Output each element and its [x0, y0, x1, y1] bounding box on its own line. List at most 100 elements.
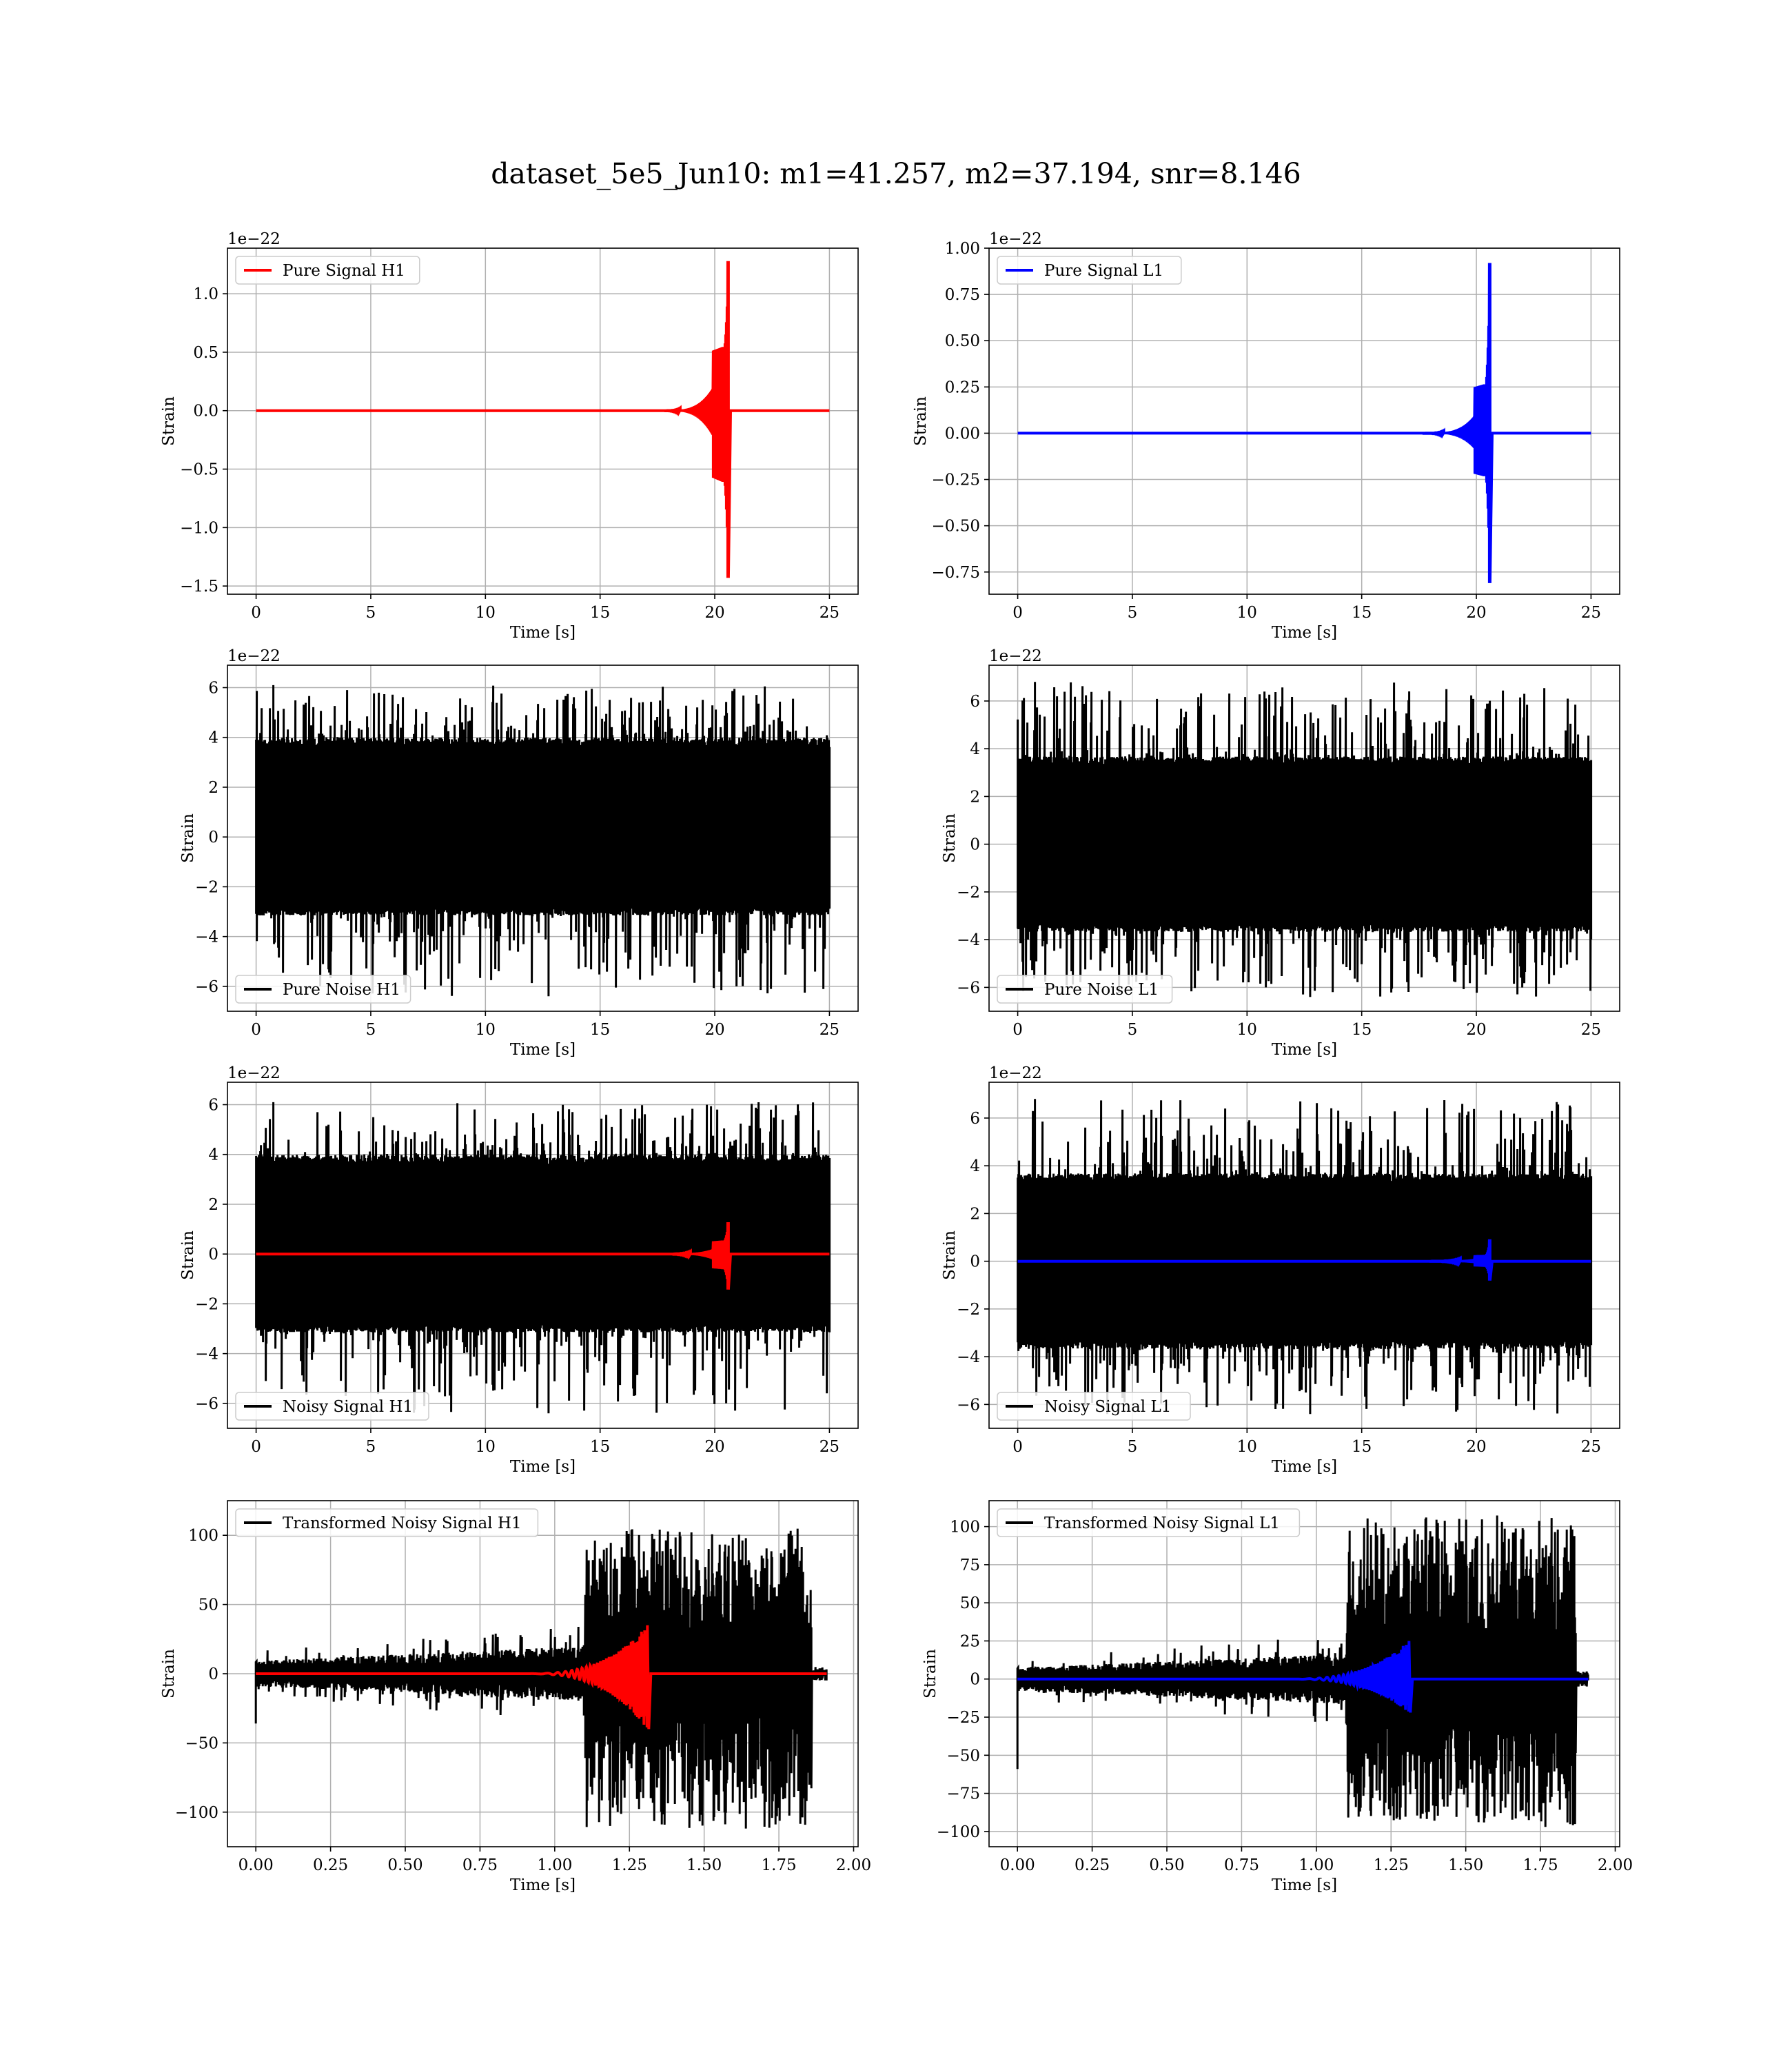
- y-tick-label: −1.0: [180, 519, 218, 537]
- y-tick-label: 2: [208, 1196, 218, 1214]
- x-tick-label: 5: [366, 604, 376, 622]
- y-tick-label: −2: [957, 884, 980, 902]
- series-line: [1016, 1515, 1589, 1827]
- x-tick-label: 25: [1581, 604, 1601, 622]
- x-tick-label: 0: [1012, 1438, 1023, 1456]
- axes-frame: [227, 1082, 859, 1429]
- x-tick-label: 1.25: [1374, 1856, 1409, 1874]
- y-tick-label: 50: [960, 1594, 980, 1612]
- x-tick-label: 0.75: [462, 1856, 498, 1874]
- x-axis-label: Time [s]: [1272, 1041, 1337, 1059]
- y-axis-label: Strain: [922, 1649, 939, 1699]
- legend: Transformed Noisy Signal L1: [997, 1508, 1301, 1537]
- y-tick-label: 4: [208, 1146, 218, 1164]
- y-axis-label: Strain: [912, 396, 930, 446]
- x-tick-label: 15: [590, 604, 610, 622]
- legend-label: Pure Signal L1: [1044, 262, 1163, 280]
- subplot-pure-noise-l1: 0 5 10 15 20 25 −6 −4 −2 0 2 4 6 Time [s] Strain 1e−22 P…: [941, 647, 1620, 1059]
- x-tick-label: 5: [1128, 1021, 1138, 1039]
- legend-box: [235, 1392, 429, 1421]
- x-tick-label: 10: [476, 604, 496, 622]
- x-axis-label: Time [s]: [510, 1876, 576, 1894]
- axes-frame: [988, 1500, 1620, 1847]
- y-tick-label: −25: [946, 1709, 980, 1727]
- legend-label: Pure Signal H1: [283, 262, 405, 280]
- y-tick-label: 4: [208, 729, 218, 747]
- x-axis-label: Time [s]: [510, 1458, 576, 1476]
- x-tick-label: 1.50: [1448, 1856, 1483, 1874]
- y-tick-label: 25: [960, 1632, 980, 1650]
- axis-offset-text: 1e−22: [989, 1064, 1042, 1082]
- x-tick-label: 20: [704, 1021, 724, 1039]
- y-tick-label: 1.00: [945, 240, 980, 258]
- x-tick-label: 1.25: [612, 1856, 647, 1874]
- x-tick-label: 20: [1466, 604, 1486, 622]
- y-tick-label: 75: [960, 1557, 980, 1574]
- legend: Noisy Signal L1: [997, 1392, 1191, 1421]
- x-tick-label: 1.50: [686, 1856, 722, 1874]
- y-tick-label: 100: [950, 1519, 980, 1537]
- axis-offset-text: 1e−22: [989, 647, 1042, 665]
- series-line: [1017, 682, 1593, 997]
- y-tick-label: −0.75: [932, 564, 980, 582]
- y-tick-label: 0: [970, 836, 980, 854]
- x-tick-label: 15: [590, 1438, 610, 1456]
- x-tick-label: 1.75: [761, 1856, 796, 1874]
- y-axis-label: Strain: [179, 1230, 197, 1280]
- x-tick-label: 25: [819, 604, 839, 622]
- y-tick-label: 2: [970, 1205, 980, 1223]
- axes-frame: [988, 247, 1620, 595]
- x-tick-label: 25: [1581, 1021, 1601, 1039]
- y-tick-label: 0.00: [945, 425, 980, 443]
- subplot-pure-noise-h1: 0 5 10 15 20 25 −6 −4 −2 0 2 4 6 Time [s] Strain 1e−22 P…: [179, 647, 859, 1059]
- y-tick-label: 0: [208, 1665, 218, 1683]
- x-axis-label: Time [s]: [510, 624, 576, 642]
- x-tick-label: 5: [1128, 604, 1138, 622]
- x-tick-label: 20: [704, 1438, 724, 1456]
- subplot-transformed-noisy-signal-h1: 0.00 0.25 0.50 0.75 1.00 1.25 1.50 1.75 2.00 −100…: [160, 1500, 871, 1894]
- x-tick-label: 0: [251, 1438, 261, 1456]
- y-tick-label: −4: [957, 1348, 980, 1366]
- y-tick-label: −4: [957, 931, 980, 949]
- axis-offset-text: 1e−22: [989, 230, 1042, 248]
- legend-box: [997, 1508, 1301, 1537]
- legend-label: Pure Noise L1: [1044, 981, 1159, 999]
- series-line: [255, 685, 831, 997]
- y-tick-label: −1.5: [180, 578, 218, 596]
- legend-label: Transformed Noisy Signal H1: [283, 1514, 522, 1532]
- x-tick-label: 0: [251, 604, 261, 622]
- x-tick-label: 0.00: [1000, 1856, 1035, 1874]
- y-tick-label: 0: [970, 1253, 980, 1271]
- subplot-noisy-signal-l1: 0 5 10 15 20 25 −6 −4 −2 0 2 4 6 Time [s] Strain 1e−22 N…: [941, 1064, 1620, 1476]
- y-tick-label: −2: [957, 1301, 980, 1319]
- y-tick-label: −2: [195, 878, 218, 896]
- series-line: [1017, 1641, 1589, 1713]
- y-tick-label: 0: [970, 1671, 980, 1689]
- y-axis-label: Strain: [179, 813, 197, 863]
- x-tick-label: 25: [819, 1021, 839, 1039]
- y-tick-label: 0.25: [945, 378, 980, 396]
- y-tick-label: 6: [970, 1110, 980, 1128]
- subplot-transformed-noisy-signal-l1: 0.00 0.25 0.50 0.75 1.00 1.25 1.50 1.75 2.00 −100…: [922, 1500, 1633, 1894]
- y-tick-label: 0: [208, 829, 218, 847]
- x-tick-label: 20: [1466, 1438, 1486, 1456]
- series-line: [256, 1625, 827, 1730]
- legend: Pure Noise L1: [997, 975, 1173, 1004]
- x-tick-label: 0: [251, 1021, 261, 1039]
- y-tick-label: 0.5: [193, 344, 218, 362]
- x-tick-label: 15: [590, 1021, 610, 1039]
- legend-box: [235, 1508, 539, 1537]
- y-tick-label: 4: [970, 1157, 980, 1175]
- y-tick-label: −75: [946, 1785, 980, 1803]
- y-axis-label: Strain: [160, 1649, 178, 1699]
- x-axis-label: Time [s]: [510, 1041, 576, 1059]
- y-tick-label: 2: [970, 788, 980, 806]
- y-tick-label: 6: [208, 1097, 218, 1115]
- y-tick-label: 0.50: [945, 332, 980, 350]
- legend-box: [997, 975, 1173, 1004]
- y-axis-label: Strain: [160, 396, 178, 446]
- y-axis-label: Strain: [941, 1230, 959, 1280]
- x-tick-label: 20: [704, 604, 724, 622]
- axes-frame: [227, 247, 859, 595]
- y-tick-label: −0.5: [180, 461, 218, 479]
